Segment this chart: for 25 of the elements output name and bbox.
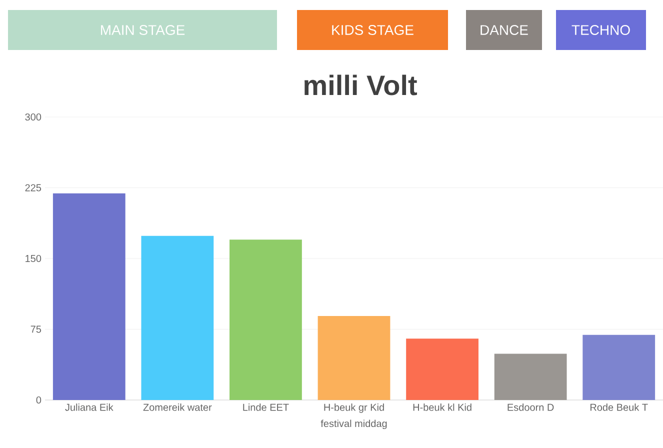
bar <box>52 193 126 400</box>
bar <box>230 240 302 400</box>
y-tick-label: 300 <box>25 113 42 121</box>
x-tick-label: H-beuk kl Kid <box>413 404 472 411</box>
x-tick-label: Esdoorn D <box>508 404 554 411</box>
x-tick-label: Rode Beuk T <box>590 404 648 411</box>
y-tick-label: 0 <box>36 396 42 404</box>
x-tick-label: Zomereik water <box>143 404 212 411</box>
bar <box>318 316 390 400</box>
text: DANCE <box>480 25 528 35</box>
x-tick-label: Juliana Eik <box>65 404 114 411</box>
bar <box>141 236 214 400</box>
bar <box>494 354 567 400</box>
y-tick-label: 150 <box>26 254 42 262</box>
x-axis-title: festival middag <box>320 420 387 430</box>
bar <box>406 338 478 400</box>
text: TECHNO <box>572 25 630 35</box>
text: MAIN STAGE <box>100 25 185 35</box>
chart-title: milli Volt <box>304 74 417 96</box>
x-tick-label: Linde EET <box>243 404 289 411</box>
y-tick-label: 225 <box>25 184 42 192</box>
text: KIDS STAGE <box>332 25 414 35</box>
x-tick-label: H-beuk gr Kid <box>324 404 384 413</box>
y-tick-label: 75 <box>30 326 42 333</box>
bar <box>582 334 656 400</box>
